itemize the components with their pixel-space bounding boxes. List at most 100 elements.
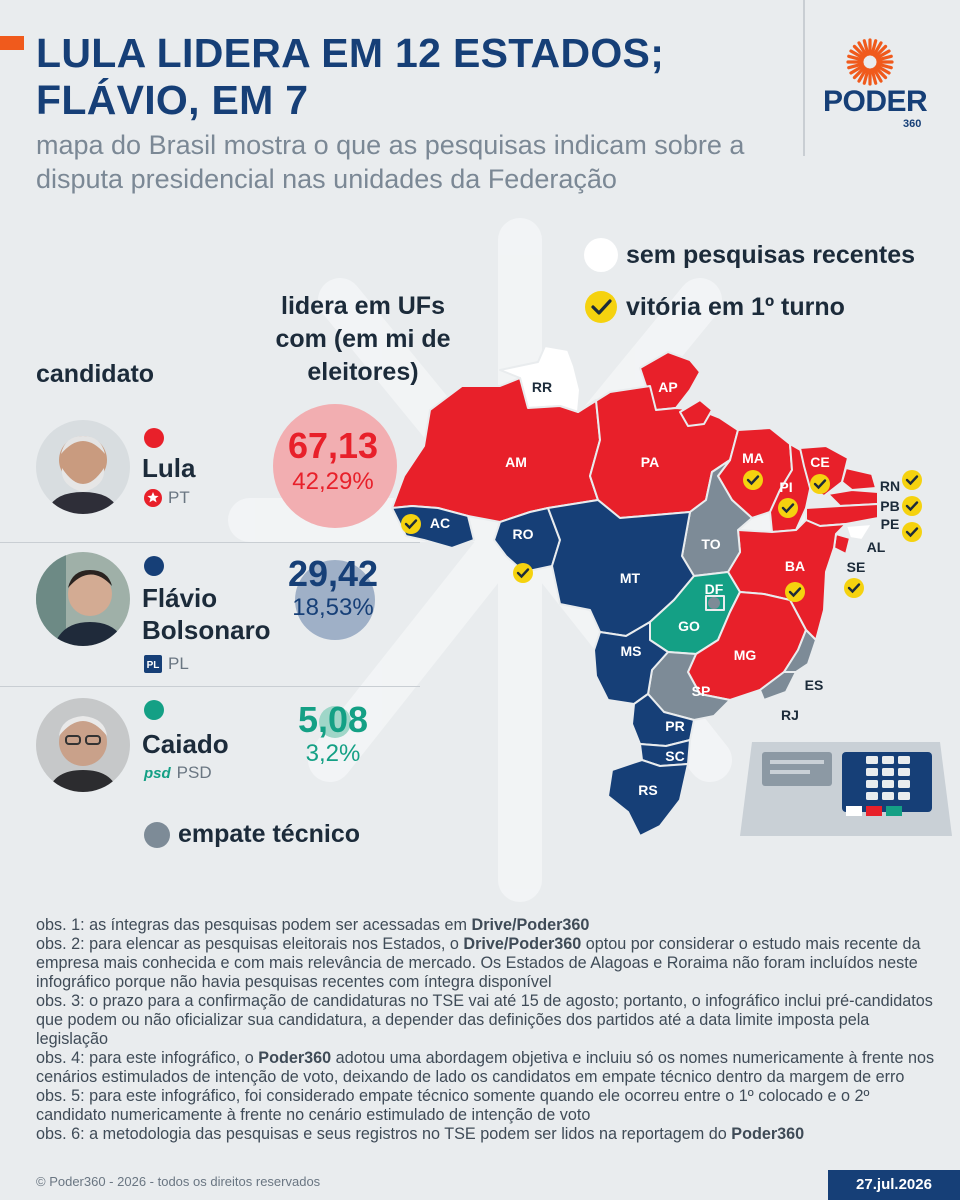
flavio-voters-bubble — [295, 560, 375, 640]
label-BA: BA — [785, 558, 805, 574]
svg-text:PL: PL — [147, 660, 160, 671]
legend-tie: empate técnico — [144, 820, 360, 849]
sun-ray — [852, 44, 866, 58]
row-divider — [0, 686, 420, 687]
first-round-check-icon — [778, 498, 798, 518]
label-SE: SE — [847, 559, 866, 575]
label-PA: PA — [641, 454, 659, 470]
sun-ray — [876, 54, 893, 62]
first-round-check-icon — [844, 578, 864, 598]
state-PA-island — [679, 399, 713, 427]
logo-text: PODER — [823, 85, 928, 118]
keypad-key — [882, 792, 894, 800]
first-round-check-icon — [902, 522, 922, 542]
legend-no-polls: sem pesquisas recentes — [584, 238, 915, 272]
candidate-name-lula: Lula — [142, 453, 196, 483]
legend-no-polls-label: sem pesquisas recentes — [626, 240, 916, 269]
candidate-name-caiado: Caiado — [142, 729, 229, 759]
keypad-key — [866, 780, 878, 788]
keypad-key — [882, 768, 894, 776]
footnote-bold: Poder360 — [258, 1049, 332, 1067]
sun-ray — [862, 68, 870, 85]
sun-ray — [849, 49, 865, 60]
state-RN — [841, 467, 877, 491]
label-MG: MG — [734, 647, 757, 663]
column-header-lead: lidera em UFs com (em mi de eleitores) — [275, 292, 451, 386]
flavio-share: 18,53% — [292, 594, 374, 621]
footnote-text: obs. 2: para elencar as pesquisas eleito… — [36, 935, 464, 953]
first-round-check-icon — [401, 514, 421, 534]
label-AM: AM — [505, 454, 527, 470]
avatar-lula — [36, 420, 130, 514]
party-label: PSD — [176, 763, 212, 782]
sun-ray — [857, 41, 868, 57]
footnote-text: obs. 3: o prazo para a confirmação de ca… — [36, 992, 933, 1048]
first-round-check-icon — [902, 470, 922, 490]
state-AL — [845, 523, 873, 541]
flavio-color-dot — [144, 556, 164, 576]
logo-sub: 360 — [903, 118, 922, 130]
label-AL: AL — [867, 539, 886, 555]
footnote-item: obs. 5: para este infográfico, foi consi… — [36, 1087, 936, 1125]
party-pl: PL PL — [144, 654, 189, 674]
gray-circle-icon — [144, 821, 170, 848]
keypad-key — [898, 768, 910, 776]
lula-share: 42,29% — [292, 468, 374, 495]
sun-ray — [875, 64, 891, 75]
footnote-text: obs. 1: as íntegras das pesquisas podem … — [36, 916, 472, 934]
party-pt: PT — [144, 488, 190, 508]
footnote-text: obs. 5: para este infográfico, foi consi… — [36, 1087, 870, 1124]
footnote-bold: Drive/Poder360 — [463, 935, 582, 953]
page-subtitle: mapa do Brasil mostra o que as pesquisas… — [36, 130, 745, 194]
sun-ray — [875, 49, 891, 60]
label-PR: PR — [665, 718, 684, 734]
sun-ray — [872, 67, 883, 83]
sun-ray — [870, 39, 878, 56]
caiado-voters-bubble — [319, 706, 351, 738]
caiado-color-dot — [144, 700, 164, 720]
accent-bar — [0, 36, 24, 50]
state-PE — [805, 503, 879, 527]
label-AP: AP — [658, 379, 677, 395]
footnote-text: obs. 4: para este infográfico, o — [36, 1049, 259, 1067]
party-label: PL — [168, 654, 189, 673]
legend-tie-label: empate técnico — [178, 820, 361, 848]
label-MS: MS — [621, 643, 642, 659]
footnote-item: obs. 1: as íntegras das pesquisas podem … — [36, 916, 936, 935]
lula-voters: 67,13 — [287, 425, 379, 466]
header-divider — [803, 0, 805, 156]
label-SP: SP — [692, 683, 711, 699]
keypad-key — [898, 780, 910, 788]
keypad-key — [866, 768, 878, 776]
footnote-text: adotou uma abordagem objetiva e incluiu … — [36, 1049, 935, 1086]
label-SC: SC — [665, 748, 684, 764]
date-badge: 27.jul.2026 — [828, 1170, 960, 1200]
label-RO: RO — [513, 526, 534, 542]
first-round-check-icon — [902, 496, 922, 516]
label-ES: ES — [805, 677, 824, 693]
caiado-voters: 5,08 — [297, 699, 369, 740]
label-MA: MA — [742, 450, 764, 466]
footnote-bold: Poder360 — [731, 1125, 805, 1143]
footnote-text: optou por considerar o estudo mais recen… — [36, 935, 921, 991]
pt-star-icon — [144, 489, 162, 507]
sun-ray — [872, 41, 883, 57]
white-circle-icon — [584, 238, 618, 272]
first-round-check-icon — [785, 582, 805, 602]
sun-ray — [852, 66, 866, 80]
lula-color-dot — [144, 428, 164, 448]
sun-ray — [874, 44, 888, 58]
copyright: © Poder360 - 2026 - todos os direitos re… — [36, 1174, 321, 1189]
brazil-map: RR AP AM PA MA CE PI RN PB PE AL SE BA T… — [391, 345, 952, 837]
keypad-key — [866, 792, 878, 800]
caiado-share: 3,2% — [305, 740, 361, 767]
keypad-key — [866, 756, 878, 764]
party-psd: psd PSD — [144, 763, 212, 783]
voting-machine-icon — [740, 742, 952, 836]
flavio-voters: 29,42 — [287, 553, 379, 594]
poder360-sun-icon — [846, 38, 894, 86]
label-RS: RS — [638, 782, 657, 798]
label-TO: TO — [701, 536, 720, 552]
party-label: PT — [168, 488, 190, 507]
page-title: LULA LIDERA EM 12 ESTADOS; FLÁVIO, EM 7 — [36, 30, 665, 123]
